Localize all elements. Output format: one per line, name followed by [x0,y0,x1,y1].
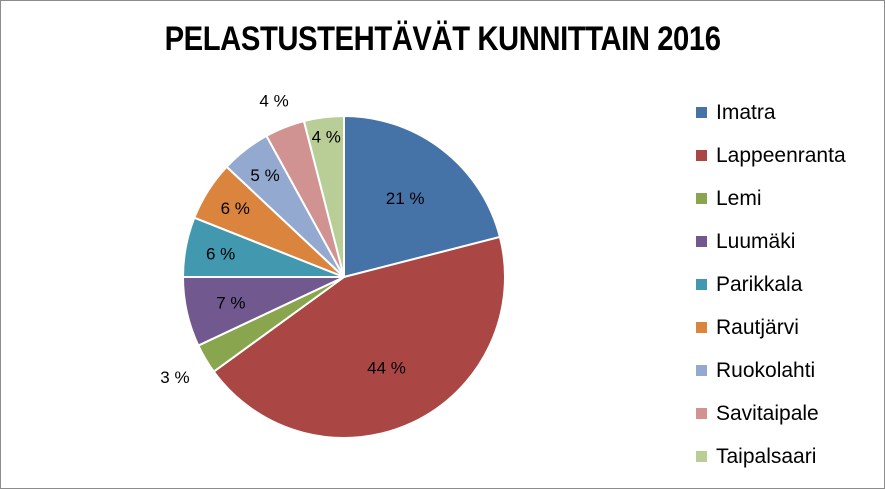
legend: Imatra Lappeenranta Lemi Luumäki Parikkala Ra… [696,91,846,478]
legend-label: Ruokolahti [716,358,816,382]
legend-label: Luumäki [716,229,796,253]
pie-slice-imatra [343,114,502,279]
legend-swatch [696,236,707,247]
legend-label: Taipalsaari [716,444,817,468]
data-label-lemi: 3 % [160,368,189,387]
legend-swatch [696,365,707,376]
legend-label: Parikkala [716,272,803,296]
legend-label: Savitaipale [716,401,819,425]
data-label-lappeenranta: 44 % [367,358,406,377]
legend-item-savitaipale: Savitaipale [696,392,846,435]
legend-item-imatra: Imatra [696,91,846,134]
legend-item-rautjärvi: Rautjärvi [696,306,846,349]
data-label-luumäki: 7 % [216,293,245,312]
data-label-taipalsaari: 4 % [312,127,341,146]
legend-label: Rautjärvi [716,315,799,339]
legend-item-lemi: Lemi [696,177,846,220]
data-label-savitaipale: 4 % [259,91,288,110]
data-label-ruokolahti: 5 % [250,166,279,185]
legend-swatch [696,322,707,333]
legend-swatch [696,150,707,161]
legend-item-parikkala: Parikkala [696,263,846,306]
legend-label: Lemi [716,186,762,210]
legend-swatch [696,107,707,118]
pie-slice-lappeenranta [212,235,506,439]
legend-swatch [696,279,707,290]
legend-label: Imatra [716,100,776,124]
pie-slice-taipalsaari [302,114,345,278]
legend-swatch [696,408,707,419]
legend-item-luumäki: Luumäki [696,220,846,263]
data-label-imatra: 21 % [386,189,425,208]
data-label-rautjärvi: 6 % [221,199,250,218]
chart-title: PELASTUSTEHTÄVÄT KUNNITTAIN 2016 [164,20,721,58]
legend-swatch [696,451,707,462]
legend-item-taipalsaari: Taipalsaari [696,435,846,478]
legend-item-lappeenranta: Lappeenranta [696,134,846,177]
legend-item-ruokolahti: Ruokolahti [696,349,846,392]
legend-label: Lappeenranta [716,143,846,167]
data-label-parikkala: 6 % [206,244,235,263]
legend-swatch [696,193,707,204]
